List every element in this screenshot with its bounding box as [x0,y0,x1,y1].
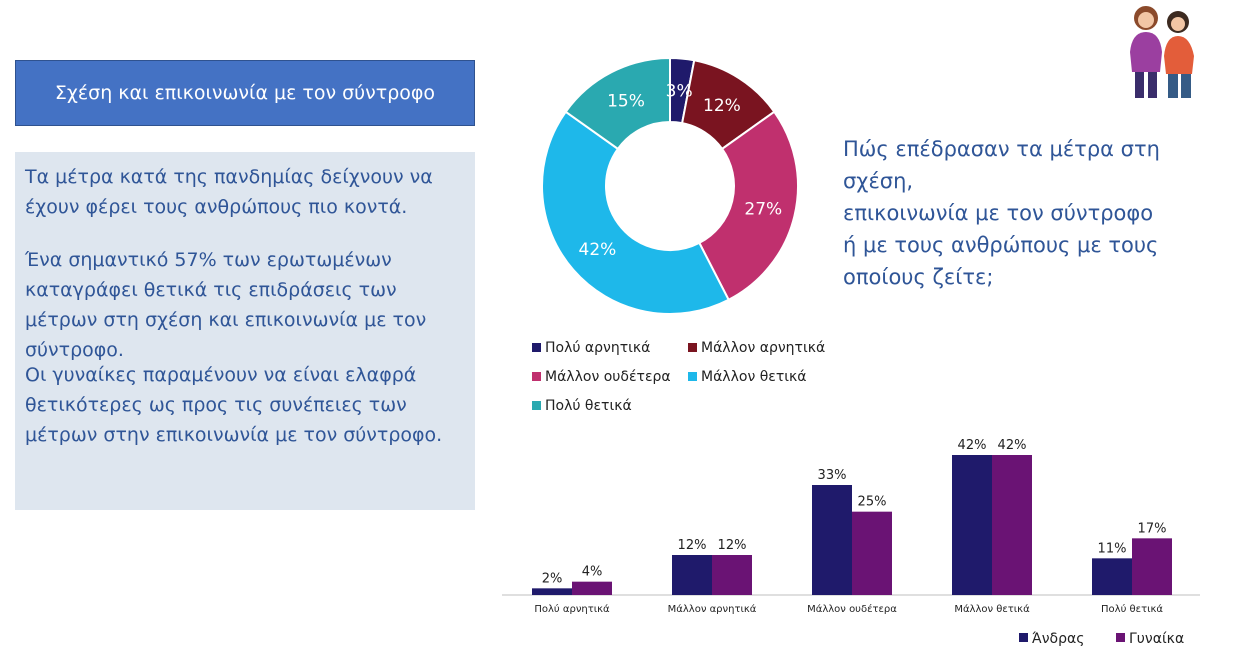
legend-label: Γυναίκα [1129,631,1184,647]
donut-slice [680,59,776,151]
legend-swatch [1019,633,1028,642]
summary-paragraph-3: Οι γυναίκες παραμένουν να είναι ελαφρά θ… [25,364,443,446]
legend-swatch [688,343,697,352]
people-illustration [1130,6,1194,98]
bar [532,588,572,595]
donut-slice [669,56,696,125]
donut-data-label: 15% [607,92,645,112]
legend-label: Μάλλον ουδέτερα [545,369,671,385]
bar [992,455,1032,595]
section-title: Σχέση και επικοινωνία με τον σύντροφο [15,60,475,126]
bar-data-label: 4% [582,565,603,580]
summary-panel: Τα μέτρα κατά της πανδημίας δείχνουν να … [15,152,475,510]
bar [672,555,712,595]
bar [712,555,752,595]
donut-data-label: 27% [744,200,782,220]
x-tick-label: Πολύ θετικά [1101,603,1163,615]
bar-data-label: 42% [998,438,1027,453]
x-tick-label: Μάλλον αρνητικά [668,603,757,615]
legend-swatch [688,372,697,381]
bar-data-label: 42% [958,438,987,453]
donut-slice [564,56,671,151]
bar-data-label: 33% [818,468,847,483]
bar-data-label: 12% [678,538,707,553]
summary-paragraph-1: Τα μέτρα κατά της πανδημίας δείχνουν να … [25,166,433,218]
legend-label: Άνδρας [1032,631,1084,647]
legend-label: Μάλλον αρνητικά [701,340,825,356]
bar-data-label: 25% [858,495,887,510]
donut-slice [541,110,731,315]
x-tick-label: Μάλλον θετικά [954,603,1030,615]
bar-data-label: 12% [718,538,747,553]
legend-swatch [1116,633,1125,642]
donut-data-label: 12% [703,96,741,116]
bar [1132,538,1172,595]
bar [852,511,892,595]
bar [1092,558,1132,595]
x-tick-label: Πολύ αρνητικά [534,603,610,615]
survey-question: Πώς επέδρασαν τα μέτρα στη σχέση, επικοι… [843,137,1160,289]
bar [812,485,852,595]
legend-swatch [532,372,541,381]
bar [572,581,612,595]
legend-swatch [532,401,541,410]
x-tick-label: Μάλλον ουδέτερα [807,603,897,615]
summary-paragraph-2: Ένα σημαντικό 57% των ερωτωμένων καταγρά… [25,249,427,361]
bar [952,455,992,595]
legend-label: Πολύ αρνητικά [545,340,650,356]
bar-data-label: 11% [1098,541,1127,556]
legend-swatch [532,343,541,352]
donut-data-label: 42% [579,240,617,260]
bar-data-label: 2% [542,571,563,586]
legend-label: Πολύ θετικά [545,398,632,414]
donut-slice [697,110,799,302]
legend-label: Μάλλον θετικά [701,369,807,385]
donut-data-label: 3% [666,81,693,101]
bar-data-label: 17% [1138,521,1167,536]
